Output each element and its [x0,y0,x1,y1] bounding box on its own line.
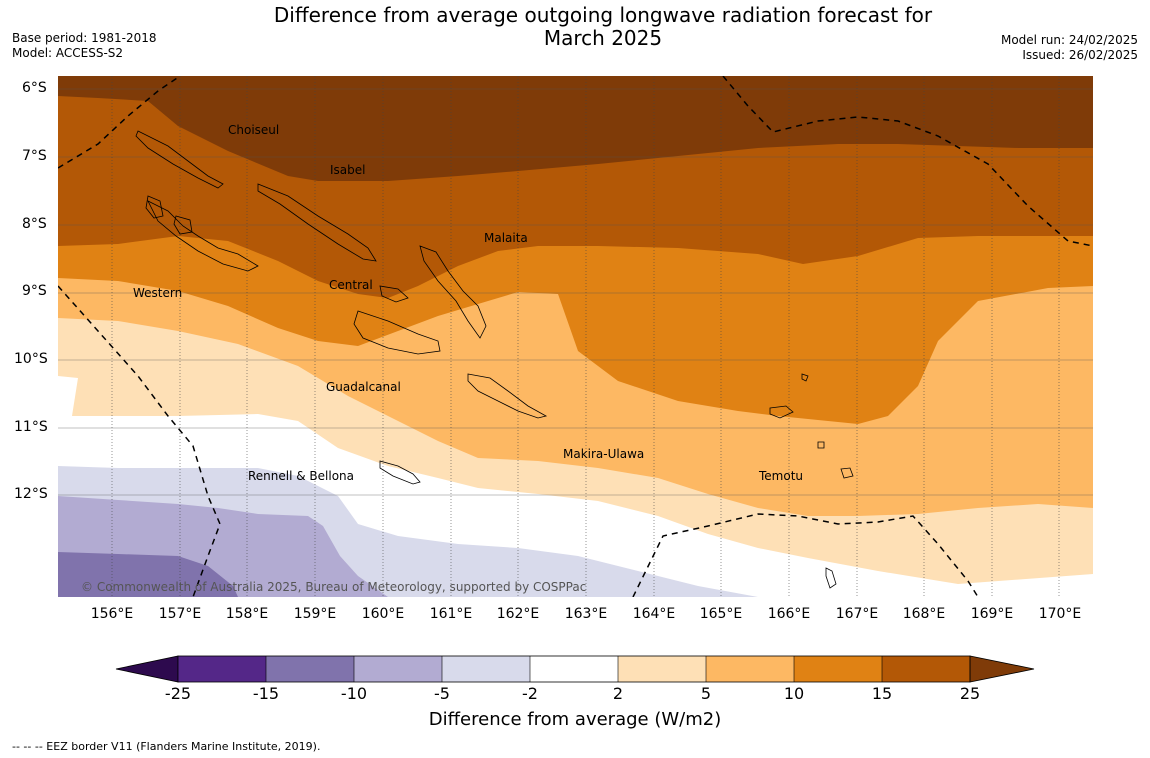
meta-right: Model run: 24/02/2025 Issued: 26/02/2025 [1001,33,1138,63]
colorbar-seg-2-5 [618,656,706,682]
lon-label-165e: 165°E [699,606,743,622]
malaita-island [419,245,487,339]
choiseul-island [135,130,224,189]
lon-label-162e: 162°E [496,606,540,622]
colorbar-tick: -5 [434,684,450,703]
santa-cruz-island [769,405,794,419]
island-outlines [135,130,854,589]
model-run: Model run: 24/02/2025 [1000,33,1138,47]
lon-label-169e: 169°E [970,606,1014,622]
lon-label-170e: 170°E [1038,606,1082,622]
lat-label-12s: 12°S [14,486,48,502]
latitude-gridlines [58,88,1093,496]
colorbar-tick: 15 [871,684,893,703]
title-line-1: Difference from average outgoing longwav… [273,3,933,27]
colorbar-tick: 25 [959,684,981,703]
lon-label-166e: 166°E [767,606,811,622]
colorbar-extend-low [115,655,179,683]
colorbar-seg-5-2 [442,656,530,682]
kolombangara [173,215,193,235]
eez-borders [58,76,1093,597]
colorbar-tick: 10 [783,684,805,703]
small-island-b [801,373,809,382]
colorbar-tick: 5 [700,684,712,703]
lon-label-163e: 163°E [564,606,608,622]
model-name: Model: ACCESS-S2 [12,46,124,60]
utupua-island [817,441,825,449]
lon-label-167e: 167°E [835,606,879,622]
lat-label-7s: 7°S [22,148,47,164]
lon-label-158e: 158°E [225,606,269,622]
lat-label-8s: 8°S [22,216,47,232]
forecast-map: Choiseul Isabel Malaita Western Central … [58,76,1093,597]
colorbar-tick: -2 [522,684,538,703]
colorbar-seg-10-15 [794,656,882,682]
lon-label-164e: 164°E [632,606,676,622]
region-label-western: Western [133,286,182,300]
colorbar-seg-25-15 [178,656,266,682]
rennell-island [379,460,421,485]
region-label-isabel: Isabel [330,163,365,177]
lat-label-11s: 11°S [14,419,48,435]
makira-island [467,373,548,419]
map-svg: Choiseul Isabel Malaita Western Central … [58,76,1093,597]
copyright-notice: © Commonwealth of Australia 2025, Bureau… [81,580,586,594]
meta-left: Base period: 1981-2018 Model: ACCESS-S2 [12,31,157,61]
lon-label-160e: 160°E [361,606,405,622]
region-label-temotu: Temotu [758,469,803,483]
region-label-malaita: Malaita [484,231,528,245]
guadalcanal-island [353,310,441,355]
region-label-guadalcanal: Guadalcanal [326,380,401,394]
colorbar-seg-5-10 [706,656,794,682]
colorbar-seg-2-2 [530,656,618,682]
isabel-island [257,183,377,262]
region-label-central: Central [329,278,373,292]
colorbar-tick: -10 [340,684,368,703]
lat-label-6s: 6°S [22,80,47,96]
issued-date: Issued: 26/02/2025 [1022,48,1138,62]
lon-label-156e: 156°E [90,606,134,622]
base-period: Base period: 1981-2018 [12,31,157,45]
colorbar-seg-10-5 [354,656,442,682]
band-minus-15-10 [58,552,238,597]
region-label-choiseul: Choiseul [228,123,279,137]
title-line-2: March 2025 [543,26,663,50]
lon-label-157e: 157°E [158,606,202,622]
lon-label-159e: 159°E [293,606,337,622]
colorbar-seg-15-25 [882,656,970,682]
lat-label-9s: 9°S [22,283,47,299]
map-title: Difference from average outgoing longwav… [200,4,1006,50]
lon-label-161e: 161°E [429,606,473,622]
small-island-a [825,567,837,589]
colorbar-tick: 2 [612,684,624,703]
lon-label-168e: 168°E [902,606,946,622]
region-label-makira-ulawa: Makira-Ulawa [563,447,644,461]
colorbar [115,655,1035,683]
region-label-rennell-bellona: Rennell & Bellona [248,469,354,483]
vella-lavella [145,195,164,219]
colorbar-tick: -25 [164,684,192,703]
vanikoro-island [840,467,854,479]
florida-islands [379,285,409,303]
colorbar-seg-15-10 [266,656,354,682]
colorbar-tick: -15 [252,684,280,703]
lat-label-10s: 10°S [14,351,48,367]
colorbar-label: Difference from average (W/m2) [428,709,722,730]
new-georgia-group [147,200,259,272]
colorbar-extend-high [969,655,1035,683]
eez-footnote: -- -- -- EEZ border V11 (Flanders Marine… [12,740,321,753]
